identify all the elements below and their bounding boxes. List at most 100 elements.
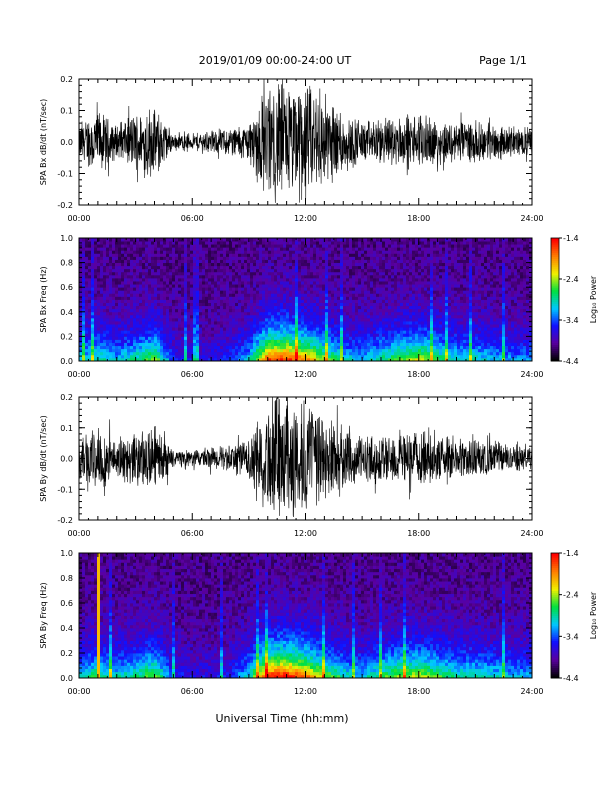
heatmap-cell: [136, 284, 140, 288]
heatmap-cell: [190, 265, 194, 270]
heatmap-cell: [322, 333, 326, 337]
heatmap-cell: [97, 281, 101, 285]
heatmap-cell: [415, 250, 419, 254]
heatmap-cell: [262, 299, 266, 303]
heatmap-cell: [175, 241, 179, 245]
heatmap-cell: [109, 259, 113, 263]
heatmap-cell: [154, 290, 158, 294]
heatmap-cell: [424, 330, 428, 334]
heatmap-cell: [268, 284, 272, 288]
heatmap-cell: [298, 330, 302, 334]
heatmap-cell: [310, 308, 314, 313]
heatmap-cell: [172, 271, 176, 276]
heatmap-cell: [286, 324, 290, 328]
heatmap-cell: [439, 357, 443, 362]
heatmap-cell: [397, 241, 401, 245]
heatmap-cell: [166, 351, 170, 356]
heatmap-cell: [433, 336, 437, 340]
heatmap-cell: [217, 339, 221, 343]
heatmap-cell: [199, 281, 203, 285]
heatmap-cell: [412, 308, 416, 313]
heatmap-cell: [211, 256, 215, 260]
heatmap-cell: [415, 302, 419, 307]
heatmap-cell: [301, 265, 305, 270]
heatmap-cell: [241, 244, 245, 248]
heatmap-cell: [418, 311, 422, 316]
heatmap-cell: [214, 339, 218, 343]
heatmap-cell: [199, 265, 203, 270]
heatmap-cell: [169, 247, 173, 251]
heatmap-cell: [115, 327, 119, 331]
heatmap-cell: [214, 336, 218, 340]
heatmap-cell: [202, 308, 206, 313]
heatmap-cell: [241, 241, 245, 245]
heatmap-cell: [271, 314, 275, 319]
heatmap-cell: [427, 357, 431, 362]
heatmap-cell: [85, 265, 89, 270]
heatmap-cell: [331, 311, 335, 316]
heatmap-cell: [181, 284, 185, 288]
heatmap-cell: [316, 317, 320, 322]
heatmap-cell: [217, 336, 221, 340]
heatmap-cell: [127, 293, 131, 297]
heatmap-cell: [316, 293, 320, 297]
heatmap-cell: [127, 256, 131, 260]
heatmap-cell: [391, 287, 395, 291]
heatmap-cell: [178, 271, 182, 276]
heatmap-cell: [100, 262, 104, 267]
heatmap-cell: [331, 330, 335, 334]
heatmap-cell: [340, 253, 344, 257]
heatmap-cell: [139, 308, 143, 313]
heatmap-cell: [175, 345, 179, 350]
heatmap-cell: [271, 293, 275, 297]
heatmap-cell: [160, 317, 164, 322]
heatmap-cell: [373, 351, 377, 356]
heatmap-cell: [223, 330, 227, 334]
heatmap-cell: [265, 281, 269, 285]
heatmap-cell: [367, 238, 371, 242]
heatmap-cell: [391, 314, 395, 319]
heatmap-cell: [235, 345, 239, 350]
heatmap-cell: [136, 259, 140, 263]
heatmap-cell: [148, 302, 152, 307]
heatmap-cell: [286, 259, 290, 263]
heatmap-cell: [298, 357, 302, 362]
heatmap-cell: [220, 305, 224, 310]
heatmap-cell: [289, 321, 293, 325]
heatmap-cell: [322, 293, 326, 297]
heatmap-cell: [166, 259, 170, 263]
heatmap-cell: [334, 299, 338, 303]
heatmap-cell: [364, 250, 368, 254]
heatmap-cell: [364, 317, 368, 322]
heatmap-cell: [331, 348, 335, 353]
heatmap-cell: [415, 296, 419, 300]
heatmap-cell: [385, 284, 389, 288]
heatmap-cell: [409, 259, 413, 263]
heatmap-cell: [127, 311, 131, 316]
heatmap-cell: [337, 317, 341, 322]
heatmap-cell: [340, 339, 344, 343]
heatmap-cell: [379, 241, 383, 245]
heatmap-cell: [433, 302, 437, 307]
heatmap-cell: [313, 348, 317, 353]
heatmap-cell: [376, 262, 380, 267]
heatmap-cell: [208, 336, 212, 340]
heatmap-cell: [295, 250, 299, 254]
heatmap-cell: [424, 299, 428, 303]
heatmap-cell: [247, 302, 251, 307]
heatmap-cell: [346, 351, 350, 356]
heatmap-cell: [403, 308, 407, 313]
heatmap-cell: [373, 342, 377, 347]
heatmap-cell: [172, 321, 176, 325]
heatmap-cell: [220, 293, 224, 297]
heatmap-cell: [316, 324, 320, 328]
heatmap-cell: [214, 262, 218, 267]
heatmap-cell: [400, 305, 404, 310]
heatmap-cell: [418, 321, 422, 325]
heatmap-cell: [337, 281, 341, 285]
heatmap-cell: [109, 324, 113, 328]
heatmap-cell: [391, 336, 395, 340]
heatmap-cell: [79, 345, 83, 350]
heatmap-cell: [199, 271, 203, 276]
heatmap-cell: [208, 253, 212, 257]
